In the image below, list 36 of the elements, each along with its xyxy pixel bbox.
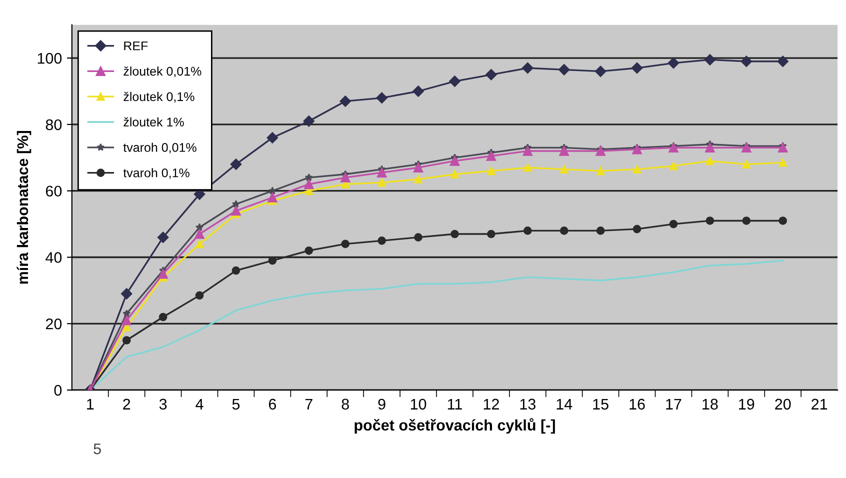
x-tick-label: 20 — [775, 398, 791, 410]
legend-label: tvaroh 0,1% — [123, 168, 190, 179]
x-axis-title: počet ošetřovacích cyklů [-] — [354, 418, 555, 434]
x-tick-label: 15 — [593, 398, 608, 410]
x-tick-label: 13 — [520, 398, 536, 410]
y-tick-label: 0 — [54, 384, 62, 396]
legend-label: tvaroh 0,01% — [123, 142, 196, 154]
legend-label: žloutek 0,1% — [124, 92, 194, 103]
x-tick-label: 7 — [305, 398, 312, 410]
y-tick-label: 40 — [46, 252, 62, 263]
y-tick-label: 20 — [46, 318, 62, 330]
y-tick-label: 80 — [46, 119, 62, 130]
x-tick-label: 11 — [448, 398, 462, 410]
legend-label: žloutek 0,01% — [124, 66, 202, 78]
y-tick-label: 100 — [38, 52, 62, 64]
x-tick-label: 9 — [378, 398, 386, 410]
x-tick-label: 10 — [410, 398, 426, 410]
x-tick-label: 18 — [702, 398, 718, 410]
x-tick-label: 5 — [232, 398, 240, 410]
x-tick-label: 17 — [666, 398, 682, 410]
x-tick-label: 3 — [159, 398, 167, 410]
x-tick-label: 19 — [739, 398, 754, 410]
x-tick-label: 16 — [630, 398, 645, 410]
x-tick-label: 12 — [484, 398, 499, 410]
x-tick-label: 14 — [556, 398, 572, 410]
x-tick-label: 6 — [268, 398, 276, 410]
x-tick-label: 1 — [87, 398, 94, 410]
y-axis-title: míra karbonatace [%] — [16, 131, 32, 284]
legend-label: žloutek 1% — [124, 117, 184, 126]
x-tick-label: 2 — [123, 398, 130, 410]
y-tick-label: 60 — [46, 186, 62, 197]
x-tick-label: 21 — [812, 398, 828, 410]
x-tick-label: 4 — [196, 398, 204, 410]
legend-label: REF — [124, 42, 148, 50]
x-tick-label: 8 — [342, 398, 349, 410]
text: 5 — [94, 444, 101, 454]
